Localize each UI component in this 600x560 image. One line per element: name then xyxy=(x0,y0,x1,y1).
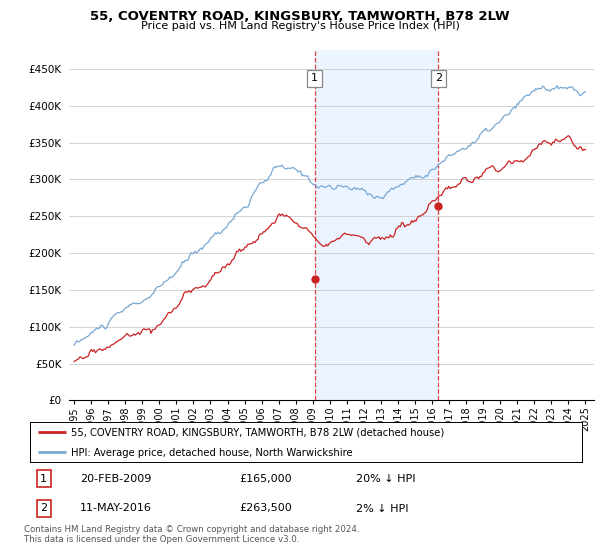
Text: 20% ↓ HPI: 20% ↓ HPI xyxy=(356,474,415,484)
Text: £263,500: £263,500 xyxy=(240,503,293,514)
Text: 55, COVENTRY ROAD, KINGSBURY, TAMWORTH, B78 2LW (detached house): 55, COVENTRY ROAD, KINGSBURY, TAMWORTH, … xyxy=(71,428,445,438)
Text: Contains HM Land Registry data © Crown copyright and database right 2024.
This d: Contains HM Land Registry data © Crown c… xyxy=(24,525,359,544)
Text: 1: 1 xyxy=(311,73,318,83)
Text: 20-FEB-2009: 20-FEB-2009 xyxy=(80,474,151,484)
Text: 2% ↓ HPI: 2% ↓ HPI xyxy=(356,503,408,514)
Text: £165,000: £165,000 xyxy=(240,474,292,484)
Text: HPI: Average price, detached house, North Warwickshire: HPI: Average price, detached house, Nort… xyxy=(71,448,353,458)
Bar xyxy=(315,50,439,400)
Text: 2: 2 xyxy=(40,503,47,514)
Text: 2: 2 xyxy=(435,73,442,83)
Text: Price paid vs. HM Land Registry's House Price Index (HPI): Price paid vs. HM Land Registry's House … xyxy=(140,21,460,31)
Text: 11-MAY-2016: 11-MAY-2016 xyxy=(80,503,152,514)
Text: 55, COVENTRY ROAD, KINGSBURY, TAMWORTH, B78 2LW: 55, COVENTRY ROAD, KINGSBURY, TAMWORTH, … xyxy=(90,10,510,23)
Text: 1: 1 xyxy=(40,474,47,484)
